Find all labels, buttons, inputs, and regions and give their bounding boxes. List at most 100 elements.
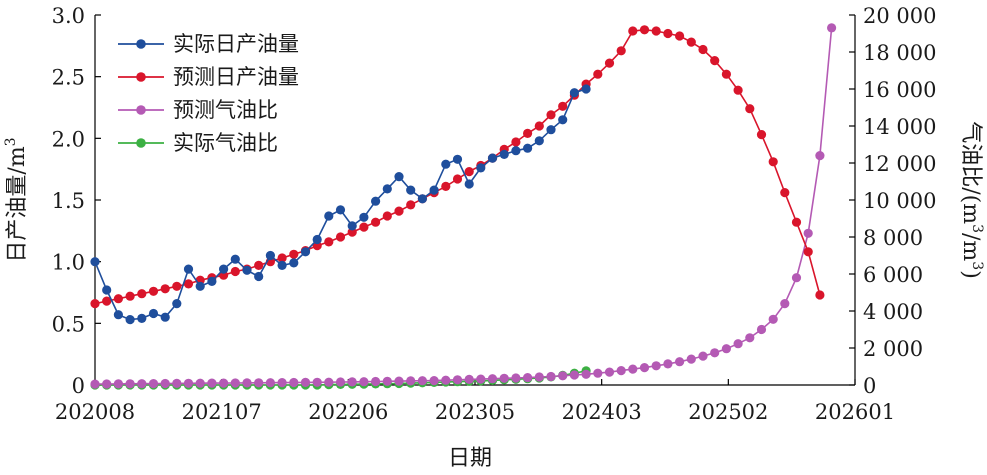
data-point [148, 286, 159, 296]
data-point [207, 378, 217, 388]
data-point [675, 357, 685, 367]
data-point [230, 378, 240, 388]
data-point [394, 206, 404, 216]
data-point [406, 185, 416, 195]
data-point [476, 374, 486, 384]
x-tick-label: 202601 [815, 400, 895, 424]
y-right-tick-label: 4 000 [863, 300, 923, 324]
data-point [183, 279, 194, 289]
data-point [499, 373, 509, 383]
data-point [628, 364, 638, 374]
y-left-axis-label: 日产油量/m3 [3, 137, 30, 262]
data-point [546, 371, 556, 382]
y-right-tick-label: 12 000 [863, 152, 936, 176]
legend-item: 实际气油比 [118, 131, 278, 155]
data-point [90, 299, 100, 309]
y-right-tick-label: 8 000 [863, 226, 923, 250]
data-point [523, 128, 533, 138]
data-point [628, 26, 638, 36]
legend-swatch-marker [136, 72, 146, 82]
data-point [382, 211, 392, 221]
legend-label: 实际气油比 [173, 131, 278, 155]
data-point [745, 104, 755, 114]
data-point [464, 167, 474, 177]
x-tick-label: 202206 [308, 400, 388, 424]
y-right-axis-label: 气油比/(m3/m3) [958, 121, 985, 279]
legend-swatch-marker [136, 138, 146, 148]
data-point [558, 115, 568, 125]
legend-label: 预测日产油量 [173, 65, 299, 89]
data-point [406, 376, 416, 386]
data-point [335, 232, 346, 242]
data-point [441, 375, 451, 385]
data-point [359, 212, 369, 222]
data-point [148, 308, 159, 319]
x-tick-label: 202107 [182, 400, 262, 424]
data-point [371, 217, 381, 227]
data-point [324, 377, 334, 387]
data-point [756, 324, 767, 335]
series-line [94, 88, 587, 321]
data-point [499, 149, 509, 159]
data-point [207, 276, 217, 286]
data-point [756, 130, 767, 140]
y-right-tick-label: 6 000 [863, 263, 923, 287]
data-point [534, 136, 544, 146]
data-point [300, 247, 311, 257]
x-tick-label: 202403 [562, 400, 642, 424]
data-point [441, 159, 451, 169]
data-point [476, 163, 486, 173]
data-point [113, 310, 123, 320]
data-point [417, 376, 427, 386]
data-point [721, 69, 732, 79]
y-left-tick-label: 0 [72, 374, 85, 398]
data-point [102, 296, 112, 306]
y-right-axis-ticks: 0 2 000 4 000 6 000 8 000 10 000 12 000 14 000 1… [849, 4, 936, 398]
data-point [768, 314, 778, 324]
y-left-tick-label: 1.0 [52, 251, 85, 275]
y-left-tick-label: 2.5 [52, 66, 85, 90]
y-left-tick-label: 1.5 [52, 189, 85, 213]
x-axis-ticks: 202008 202107 202206 202305 202403 202502 2026… [55, 379, 895, 424]
legend-label: 实际日产油量 [173, 32, 299, 56]
x-tick-label: 202502 [688, 400, 768, 424]
data-point [534, 121, 544, 131]
data-point [791, 217, 802, 227]
data-point [593, 69, 603, 79]
data-point [616, 366, 626, 376]
data-point [827, 23, 837, 33]
data-point [733, 85, 743, 95]
data-point [137, 313, 147, 323]
data-point [581, 369, 591, 379]
data-point [464, 179, 474, 189]
data-point [523, 373, 533, 383]
data-point [277, 378, 287, 388]
data-point [546, 125, 556, 135]
data-point [289, 377, 299, 388]
data-point [815, 151, 825, 161]
legend-item: 预测气油比 [118, 98, 278, 122]
y-right-tick-label: 14 000 [863, 115, 936, 139]
data-point [125, 291, 135, 301]
data-point [464, 374, 474, 384]
data-point [417, 194, 427, 204]
data-point [102, 379, 112, 389]
legend-item: 预测日产油量 [118, 65, 299, 89]
data-point [183, 264, 194, 274]
series-line [94, 27, 833, 385]
data-point [686, 37, 696, 47]
data-point [172, 281, 182, 291]
legend-label: 预测气油比 [173, 98, 278, 122]
data-point [710, 348, 720, 358]
y-right-tick-label: 18 000 [863, 41, 936, 65]
data-point [721, 344, 732, 354]
x-tick-label: 202305 [435, 400, 515, 424]
y-right-tick-label: 16 000 [863, 78, 936, 102]
series-0 [90, 84, 591, 325]
data-point [289, 258, 299, 268]
data-point [230, 266, 240, 277]
data-point [371, 376, 381, 387]
data-point [102, 285, 112, 295]
data-point [265, 378, 275, 388]
